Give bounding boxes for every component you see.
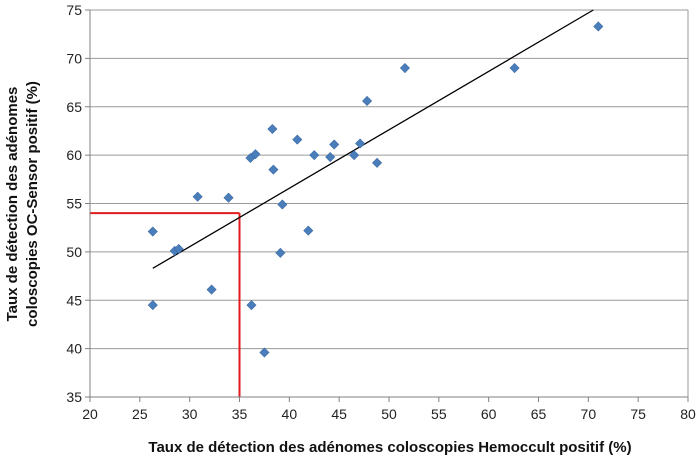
x-tick-label-80: 80: [680, 406, 696, 422]
data-point-5: [206, 284, 217, 295]
data-point-0: [147, 226, 158, 237]
data-point-21: [355, 138, 366, 149]
data-point-22: [362, 95, 373, 106]
x-tick-labels: 20 25 30 35 40 45 50 55 60 65 70 75 80: [82, 406, 696, 422]
data-point-17: [309, 150, 320, 161]
x-tick-label-50: 50: [381, 406, 397, 422]
x-tick-label-25: 25: [132, 406, 148, 422]
y-axis-label-line2: coloscopies OC-Sensor positif (%): [24, 81, 41, 327]
data-point-12: [268, 164, 279, 175]
data-point-11: [267, 123, 278, 135]
data-point-18: [325, 152, 336, 163]
y-tick-label-55: 55: [66, 196, 82, 212]
y-tick-label-70: 70: [66, 50, 82, 66]
x-tick-label-30: 30: [182, 406, 198, 422]
data-point-4: [192, 191, 203, 202]
y-tick-label-65: 65: [66, 99, 82, 115]
y-tick-label-40: 40: [66, 341, 82, 357]
y-tick-label-35: 35: [66, 389, 82, 405]
data-point-25: [509, 63, 520, 74]
data-point-26: [593, 21, 604, 32]
x-tick-label-40: 40: [282, 406, 298, 422]
y-axis-label-line1: Taux de détection des adénomes: [4, 87, 21, 322]
data-point-14: [277, 199, 288, 210]
trendline: [152, 9, 594, 269]
y-tick-label-60: 60: [66, 147, 82, 163]
axes: [85, 9, 689, 402]
x-tick-label-60: 60: [481, 406, 497, 422]
x-tick-label-20: 20: [82, 406, 98, 422]
data-point-8: [246, 300, 257, 311]
y-tick-label-45: 45: [66, 292, 82, 308]
data-point-13: [275, 247, 286, 258]
grid-lines: [90, 9, 688, 398]
reference-lines: [90, 212, 241, 397]
data-point-23: [372, 157, 383, 168]
data-point-24: [399, 63, 410, 74]
data-point-1: [147, 300, 158, 311]
data-point-19: [329, 139, 340, 150]
y-tick-label-75: 75: [66, 2, 82, 18]
x-tick-label-65: 65: [531, 406, 547, 422]
x-tick-label-45: 45: [331, 406, 347, 422]
x-tick-label-55: 55: [431, 406, 447, 422]
data-point-9: [250, 149, 261, 160]
x-tick-label-70: 70: [581, 406, 597, 422]
data-point-10: [259, 347, 270, 358]
data-point-3: [173, 243, 184, 254]
y-tick-label-50: 50: [66, 244, 82, 260]
y-tick-labels: 35 40 45 50 55 60 65 70 75: [66, 2, 82, 405]
data-point-16: [303, 225, 314, 236]
data-point-20: [349, 150, 360, 161]
x-tick-label-75: 75: [630, 406, 646, 422]
data-point-15: [292, 134, 303, 145]
x-tick-label-35: 35: [232, 406, 248, 422]
x-axis-label: Taux de détection des adénomes coloscopi…: [148, 439, 631, 456]
data-points: [147, 21, 604, 358]
trendline-group: [152, 9, 594, 269]
data-point-6: [223, 192, 234, 203]
